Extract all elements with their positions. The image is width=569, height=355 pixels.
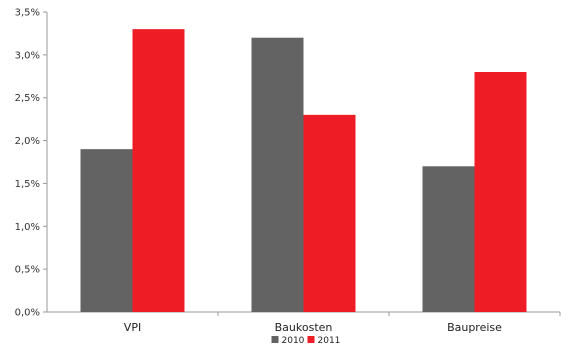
legend: 2010 2011 — [271, 336, 341, 346]
bar-2011-vpi — [132, 29, 185, 313]
legend-label-2011: 2011 — [318, 336, 341, 346]
y-tick-label: 2,0% — [15, 136, 40, 147]
legend-label-2010: 2010 — [282, 336, 305, 346]
bars — [80, 29, 527, 313]
bar-2010-baupreise — [422, 166, 475, 312]
bar-2011-baukosten — [303, 114, 356, 312]
x-category-label: VPI — [124, 321, 141, 334]
bar-2011-baupreise — [474, 72, 527, 312]
y-tick-label: 2,5% — [15, 93, 40, 104]
x-category-label: Baukosten — [275, 321, 333, 334]
y-tick-label: 1,0% — [15, 222, 40, 233]
y-tick-label: 0,5% — [15, 265, 40, 276]
bar-2010-vpi — [80, 149, 133, 312]
legend-swatch-2011 — [307, 336, 315, 343]
bar-2010-baukosten — [251, 37, 304, 312]
y-tick-label: 3,5% — [15, 8, 40, 19]
y-tick-label: 0,0% — [15, 308, 40, 319]
labels: 0,0% 0,5% 1,0% 1,5% 2,0% 2,5% 3,0% 3,5% VPI Bauko… — [15, 8, 503, 335]
y-tick-label: 1,5% — [15, 179, 40, 190]
legend-swatch-2010 — [271, 336, 279, 343]
y-tick-label: 3,0% — [15, 50, 40, 61]
x-category-label: Baupreise — [447, 321, 502, 334]
